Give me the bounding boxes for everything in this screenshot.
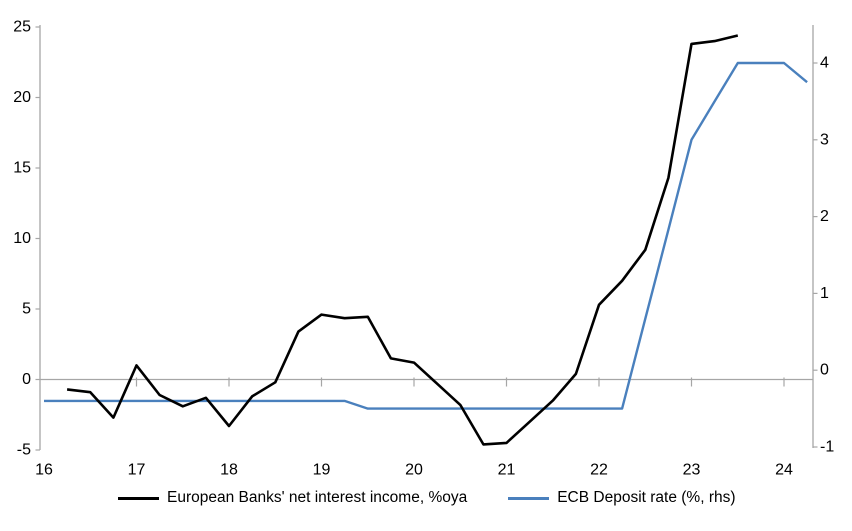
x-axis-tick-label: 21 <box>498 462 516 479</box>
left-axis-tick-label: 15 <box>13 160 31 177</box>
x-axis-tick-label: 19 <box>313 462 331 479</box>
legend: European Banks' net interest income, %oy… <box>118 489 736 507</box>
right-axis-tick-label: -1 <box>820 439 834 456</box>
right-axis-tick-label: 4 <box>820 55 829 72</box>
left-axis-tick-label: 20 <box>13 89 31 106</box>
legend-item-nii: European Banks' net interest income, %oy… <box>118 489 467 507</box>
left-axis-tick-label: 0 <box>22 371 31 388</box>
ecb-line-swatch <box>508 496 550 500</box>
legend-label-ecb: ECB Deposit rate (%, rhs) <box>557 489 736 506</box>
right-axis-tick-label: 2 <box>820 208 829 225</box>
legend-label-nii: European Banks' net interest income, %oy… <box>167 489 468 506</box>
x-axis-tick-label: 17 <box>128 462 146 479</box>
left-axis-tick-label: -5 <box>17 442 31 459</box>
ecb-rate-line <box>44 61 808 410</box>
nii-line-swatch <box>118 496 159 500</box>
left-axis-tick-label: 25 <box>13 19 31 36</box>
x-axis-tick-label: 16 <box>35 462 53 479</box>
right-axis-tick-label: 0 <box>820 362 829 379</box>
right-axis-tick-label: 1 <box>820 285 829 302</box>
left-axis-tick-label: 5 <box>22 301 31 318</box>
x-axis-tick-label: 22 <box>590 462 608 479</box>
x-axis-tick-label: 18 <box>220 462 238 479</box>
x-axis-tick-label: 23 <box>683 462 701 479</box>
x-axis-tick-label: 24 <box>775 462 793 479</box>
right-axis-tick-label: 3 <box>820 131 829 148</box>
left-axis-tick-label: 10 <box>13 230 31 247</box>
nii-line <box>66 34 739 446</box>
legend-item-ecb: ECB Deposit rate (%, rhs) <box>508 489 736 507</box>
x-axis-tick-label: 20 <box>405 462 423 479</box>
